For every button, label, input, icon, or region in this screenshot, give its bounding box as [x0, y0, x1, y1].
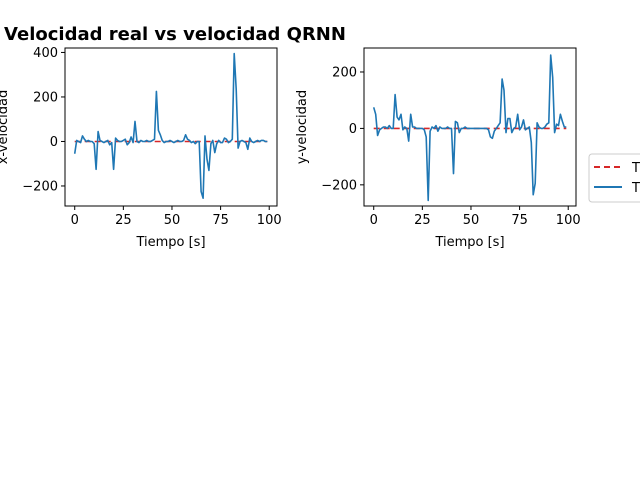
- y-tick-label: 0: [50, 135, 58, 150]
- x-tick-label: 25: [115, 213, 132, 228]
- figure-title: Velocidad real vs velocidad QRNN: [4, 24, 346, 45]
- x-axis-label: Tiempo [s]: [135, 235, 205, 250]
- y-tick-label: 200: [33, 90, 58, 105]
- y-tick-label: −200: [321, 178, 357, 193]
- y-tick-label: 200: [332, 65, 357, 80]
- x-axis-label: Tiempo [s]: [434, 235, 504, 250]
- x-tick-label: 100: [556, 213, 581, 228]
- x-tick-label: 0: [71, 213, 79, 228]
- x-tick-label: 100: [257, 213, 282, 228]
- legend-frame: [588, 153, 640, 203]
- axes-frame: [363, 47, 577, 207]
- x-tick-label: 50: [164, 213, 181, 228]
- x-tick-label: 0: [370, 213, 378, 228]
- axes-frame: [64, 47, 278, 207]
- x-velocity-axes: 0 25 50 75 100 −200 0 200 400 Tiempo [s] x-velocid…: [0, 46, 282, 250]
- x-tick-label: 75: [212, 213, 229, 228]
- legend: T T: [588, 153, 640, 203]
- legend-label-solid: T: [631, 181, 640, 196]
- x-tick-label: 50: [463, 213, 480, 228]
- legend-label-dashed: T: [631, 161, 640, 176]
- x-tick-label: 25: [414, 213, 431, 228]
- y-axis-label: y-velocidad: [295, 90, 310, 164]
- x-tick-label: 75: [511, 213, 528, 228]
- series-line-0-1: [73, 52, 268, 199]
- y-tick-label: 0: [349, 122, 357, 137]
- series-line-1-1: [372, 54, 567, 202]
- y-axis-label: x-velocidad: [0, 90, 11, 165]
- y-tick-label: 400: [33, 46, 58, 61]
- y-tick-label: −200: [22, 179, 58, 194]
- y-velocity-axes: 0 25 50 75 100 −200 0 200 Tiempo [s] y-velocidad: [295, 47, 581, 250]
